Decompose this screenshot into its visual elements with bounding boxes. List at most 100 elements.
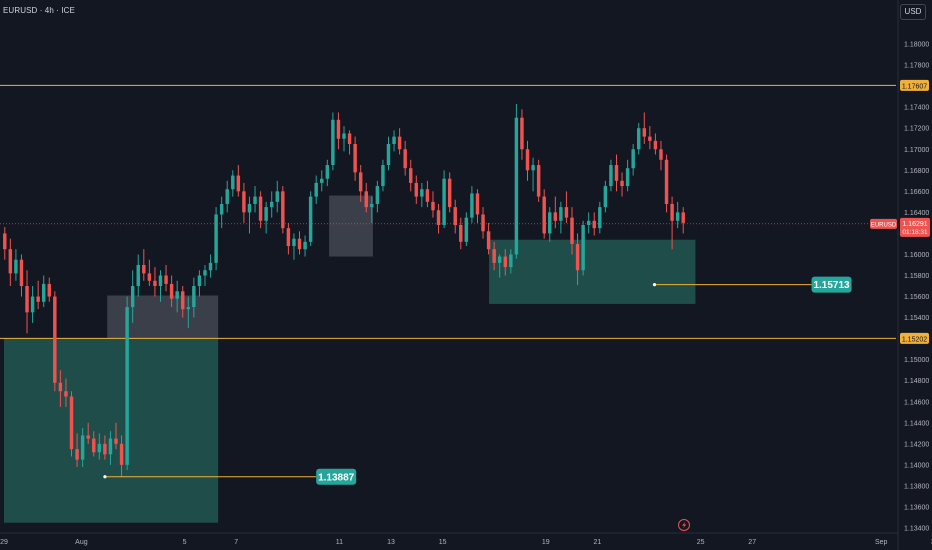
time-tick-label: 19 [542, 539, 550, 546]
candle-body [142, 264, 146, 274]
candle-body [403, 149, 407, 169]
price-tick-label: 1.15600 [904, 294, 929, 301]
price-tick-label: 1.15400 [904, 315, 929, 322]
candle-body [592, 220, 596, 229]
price-tick-label: 1.13400 [904, 526, 929, 533]
candle-body [481, 214, 485, 232]
candle-body [325, 165, 330, 179]
candle-body [559, 207, 563, 221]
candle-body [30, 296, 35, 313]
level-price-label: 1.17607 [902, 83, 927, 90]
candle-body [575, 243, 580, 271]
lightning-icon-ring [678, 519, 690, 531]
candle-body [620, 180, 624, 187]
candle-body [58, 382, 63, 392]
price-tick-label: 1.15000 [904, 357, 929, 364]
candle-body [364, 191, 368, 208]
price-tick-label: 1.17000 [904, 147, 929, 154]
candle-body [664, 159, 669, 204]
price-tick-label: 1.14400 [904, 420, 929, 427]
candle-body [308, 196, 313, 242]
candle-body [603, 186, 608, 208]
candle-body [464, 217, 469, 242]
candle-body [269, 201, 274, 208]
symbol-price-badge [870, 218, 897, 229]
price-axis-background [898, 0, 932, 550]
candle-body [136, 264, 140, 287]
time-tick-label: Sep [875, 539, 888, 546]
candle-body [470, 193, 474, 218]
candle-body [358, 172, 363, 192]
candle-body [520, 117, 524, 150]
candle-body [420, 189, 424, 197]
candle-body [675, 212, 680, 221]
price-tick-label: 1.15800 [904, 273, 929, 280]
candle-body [503, 256, 507, 268]
price-axis[interactable]: 1.18000 1.17800 1.17400 1.17200 1.17000 1.168… [870, 0, 932, 550]
callout-anchor-dot [652, 283, 657, 287]
time-tick-label: 15 [439, 539, 447, 546]
candle-layer [3, 104, 685, 477]
candle-body [231, 175, 235, 190]
candle-body [653, 140, 658, 150]
lightning-icon[interactable] [678, 519, 690, 531]
currency-button[interactable]: USD [900, 4, 926, 20]
demand-zone[interactable] [4, 338, 219, 523]
price-tick-label: 1.17400 [904, 105, 929, 112]
candle-body [158, 275, 163, 287]
callout-box[interactable] [811, 276, 852, 293]
candle-body [164, 275, 168, 284]
candle-body [381, 165, 385, 187]
candle-body [525, 149, 530, 171]
candle-body [19, 259, 24, 287]
price-tick-label: 1.17200 [904, 126, 929, 133]
callout-box[interactable] [316, 468, 357, 485]
candle-body [681, 212, 685, 223]
candle-body [86, 435, 90, 439]
price-tick-label: 1.14200 [904, 441, 929, 448]
candle-body [314, 182, 318, 197]
candle-body [397, 136, 402, 150]
price-tick-label: 1.13600 [904, 504, 929, 511]
supply-zone[interactable] [107, 295, 219, 339]
time-tick-label: 5 [183, 539, 187, 546]
time-axis[interactable]: 29Aug5711131519212527Sep3591115 [0, 532, 932, 546]
candle-body [497, 256, 502, 263]
candle-body [492, 249, 496, 263]
candle-body [303, 241, 307, 250]
candle-body [130, 286, 135, 308]
candle-body [436, 210, 441, 225]
candle-body [53, 296, 57, 383]
candle-body [275, 191, 279, 202]
price-tick-label: 1.17800 [904, 63, 929, 70]
candle-body [264, 207, 268, 221]
candle-body [125, 307, 129, 465]
price-tick-label: 1.16400 [904, 210, 929, 217]
time-tick-label: 21 [594, 539, 602, 546]
candle-body [425, 189, 430, 202]
candle-body [631, 149, 635, 169]
price-tick-label: 1.18000 [904, 42, 929, 49]
candle-body [564, 207, 569, 218]
candle-body [331, 119, 335, 166]
callout-label: 1.13887 [318, 472, 355, 483]
candle-body [598, 207, 602, 229]
candle-body [253, 196, 257, 204]
candle-body [442, 178, 446, 225]
candle-body [475, 193, 480, 215]
callout-label: 1.15713 [813, 280, 850, 291]
candle-body [347, 133, 352, 144]
candle-body [97, 443, 102, 453]
candle-body [625, 168, 630, 187]
candle-body [80, 435, 85, 460]
callout-layer: 1.13887 1.15713 [103, 276, 852, 485]
demand-zone[interactable] [489, 239, 696, 304]
candle-body [670, 203, 674, 221]
candle-body [370, 203, 374, 208]
candle-body [108, 438, 113, 455]
candle-body [609, 165, 613, 187]
candle-body [509, 254, 513, 268]
countdown-timer-label: 01:18:31 [902, 229, 928, 236]
candle-body [47, 283, 51, 297]
